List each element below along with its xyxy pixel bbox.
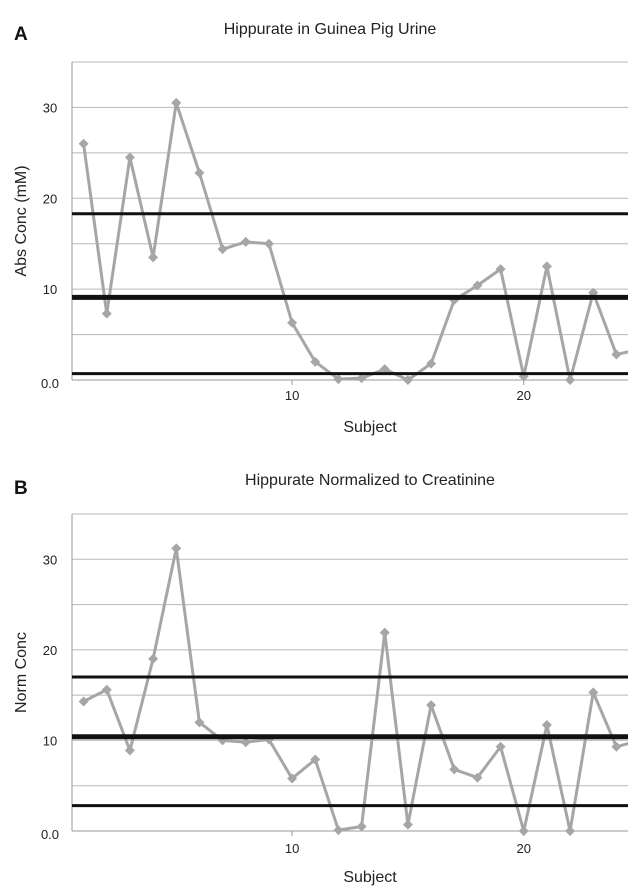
data-point [263, 238, 274, 249]
data-point [426, 358, 437, 369]
data-point [472, 280, 483, 291]
data-point [124, 152, 135, 163]
data-point [588, 687, 599, 698]
data-point [310, 754, 321, 765]
data-point [402, 819, 413, 830]
y-tick-label: 10 [43, 733, 57, 748]
panel-letter: A [14, 24, 28, 45]
data-point [379, 364, 390, 375]
data-point [194, 717, 205, 728]
y-tick-label: 10 [43, 282, 57, 297]
x-axis-label: Subject [343, 419, 397, 436]
y-tick-label: 20 [43, 191, 57, 206]
panel-letter: B [14, 478, 28, 499]
data-point [541, 720, 552, 731]
data-point [611, 349, 622, 360]
data-point [472, 772, 483, 783]
data-point [379, 627, 390, 638]
data-point [101, 684, 112, 695]
data-point [356, 821, 367, 832]
y-tick-label: 30 [43, 100, 57, 115]
data-point [124, 745, 135, 756]
data-point [333, 374, 344, 385]
data-point [402, 375, 413, 385]
data-point [356, 373, 367, 384]
data-point [495, 264, 506, 275]
data-point [495, 741, 506, 752]
data-point [171, 97, 182, 108]
data-point [518, 826, 529, 836]
series-line [82, 546, 628, 833]
chart-title: Hippurate in Guinea Pig Urine [224, 21, 437, 38]
data-point [78, 138, 89, 149]
data-point [217, 244, 228, 255]
x-tick-label: 20 [517, 388, 531, 403]
y-tick-label: 0.0 [41, 827, 59, 842]
data-point [78, 696, 89, 707]
data-point [101, 308, 112, 319]
x-tick-label: 20 [517, 841, 531, 856]
data-point [240, 737, 251, 748]
y-tick-label: 0.0 [41, 376, 59, 391]
data-point [148, 653, 159, 664]
x-axis-label: Subject [343, 869, 397, 886]
chart-title: Hippurate Normalized to Creatinine [245, 472, 495, 489]
data-point [287, 773, 298, 784]
data-point [426, 700, 437, 711]
data-point [287, 317, 298, 328]
y-tick-label: 30 [43, 552, 57, 567]
data-point [148, 252, 159, 263]
data-point [541, 261, 552, 272]
data-point [611, 741, 622, 752]
data-point [194, 167, 205, 178]
data-point [310, 356, 321, 367]
data-point [333, 825, 344, 836]
y-axis-label: Norm Conc [13, 632, 30, 713]
data-point [171, 543, 182, 554]
data-point [449, 764, 460, 775]
x-tick-label: 10 [285, 388, 299, 403]
y-axis-label: Abs Conc (mM) [13, 165, 30, 276]
x-tick-label: 10 [285, 841, 299, 856]
data-point [565, 826, 576, 836]
y-tick-label: 20 [43, 643, 57, 658]
data-point [240, 236, 251, 247]
data-point [565, 375, 576, 385]
series-line [82, 101, 628, 382]
